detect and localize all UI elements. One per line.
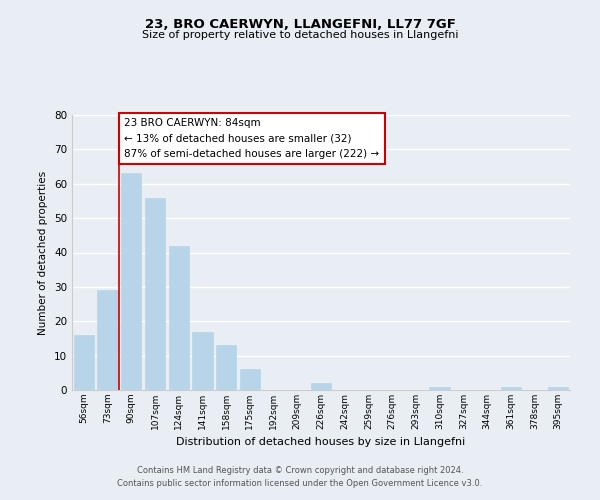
Bar — [193, 332, 212, 390]
Y-axis label: Number of detached properties: Number of detached properties — [38, 170, 49, 334]
Text: 23 BRO CAERWYN: 84sqm
← 13% of detached houses are smaller (32)
87% of semi-deta: 23 BRO CAERWYN: 84sqm ← 13% of detached … — [124, 118, 379, 159]
Bar — [500, 386, 521, 390]
Bar — [169, 246, 189, 390]
Bar — [311, 383, 331, 390]
Bar — [121, 174, 142, 390]
Bar — [430, 386, 449, 390]
Bar — [240, 370, 260, 390]
Text: Contains HM Land Registry data © Crown copyright and database right 2024.
Contai: Contains HM Land Registry data © Crown c… — [118, 466, 482, 487]
Text: Size of property relative to detached houses in Llangefni: Size of property relative to detached ho… — [142, 30, 458, 40]
Bar — [145, 198, 165, 390]
Bar — [216, 346, 236, 390]
Bar — [97, 290, 118, 390]
X-axis label: Distribution of detached houses by size in Llangefni: Distribution of detached houses by size … — [176, 438, 466, 448]
Bar — [74, 335, 94, 390]
Bar — [548, 386, 568, 390]
Text: 23, BRO CAERWYN, LLANGEFNI, LL77 7GF: 23, BRO CAERWYN, LLANGEFNI, LL77 7GF — [145, 18, 455, 30]
